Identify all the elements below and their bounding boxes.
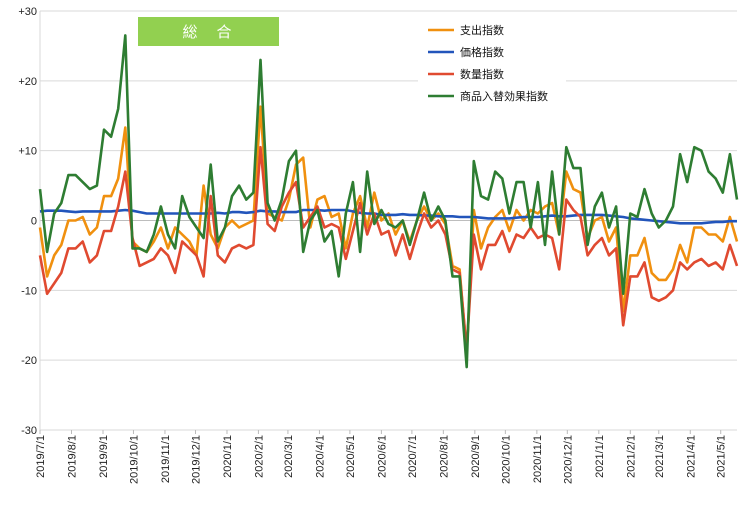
x-tick-label: 2020/3/1 <box>283 435 295 478</box>
y-tick-label: -30 <box>21 425 37 437</box>
x-tick-label: 2019/8/1 <box>67 435 79 478</box>
legend-label: 価格指数 <box>460 45 504 59</box>
series-line-4 <box>38 34 739 369</box>
x-tick-label: 2020/10/1 <box>500 435 512 484</box>
gridlines <box>39 10 737 431</box>
y-axis-ticks: +30 +20 +10 0 -10 -20 -30 <box>18 6 37 437</box>
legend-label: 数量指数 <box>460 67 504 81</box>
x-tick-label: 2020/7/1 <box>407 435 419 478</box>
x-tick-label: 2020/6/1 <box>376 435 388 478</box>
x-tick-label: 2020/8/1 <box>438 435 450 478</box>
x-tick-label: 2020/12/1 <box>562 435 574 484</box>
y-tick-label: 0 <box>31 216 37 228</box>
y-tick-label: -10 <box>21 285 37 297</box>
x-tick-label: 2020/5/1 <box>345 435 357 478</box>
x-tick-label: 2019/9/1 <box>98 435 110 478</box>
series-line-1 <box>38 105 739 355</box>
y-tick-label: -20 <box>21 355 37 367</box>
x-tick-label: 2019/10/1 <box>128 435 140 484</box>
chart-title-box: 総 合 <box>138 17 279 46</box>
series-line-3 <box>38 145 739 352</box>
series-lines <box>38 34 739 369</box>
x-tick-label: 2021/5/1 <box>716 435 728 478</box>
y-tick-label: +30 <box>18 6 37 18</box>
legend-background <box>418 16 566 116</box>
x-tick-label: 2020/9/1 <box>470 435 482 478</box>
y-tick-label: +10 <box>18 146 37 158</box>
legend-label: 支出指数 <box>460 23 504 37</box>
series-line-2 <box>39 208 737 225</box>
x-tick-label: 2020/4/1 <box>314 435 326 478</box>
x-tick-label: 2019/12/1 <box>190 435 202 484</box>
x-tick-label: 2020/2/1 <box>253 435 265 478</box>
chart-title: 総 合 <box>182 23 233 41</box>
x-tick-label: 2021/3/1 <box>654 435 666 478</box>
x-tick-label: 2021/1/1 <box>594 435 606 478</box>
x-tick-label: 2020/1/1 <box>222 435 234 478</box>
x-tick-label: 2019/7/1 <box>35 435 47 478</box>
x-tick-label: 2019/11/1 <box>160 435 172 483</box>
x-axis-ticks: 2019/7/1 2019/8/1 2019/9/1 2019/10/1 2019/11… <box>35 430 728 484</box>
legend-label: 商品入替効果指数 <box>460 89 548 103</box>
x-tick-label: 2020/11/1 <box>532 435 544 483</box>
x-tick-label: 2021/4/1 <box>685 435 697 478</box>
y-tick-label: +20 <box>18 76 37 88</box>
x-tick-label: 2021/2/1 <box>625 435 637 478</box>
